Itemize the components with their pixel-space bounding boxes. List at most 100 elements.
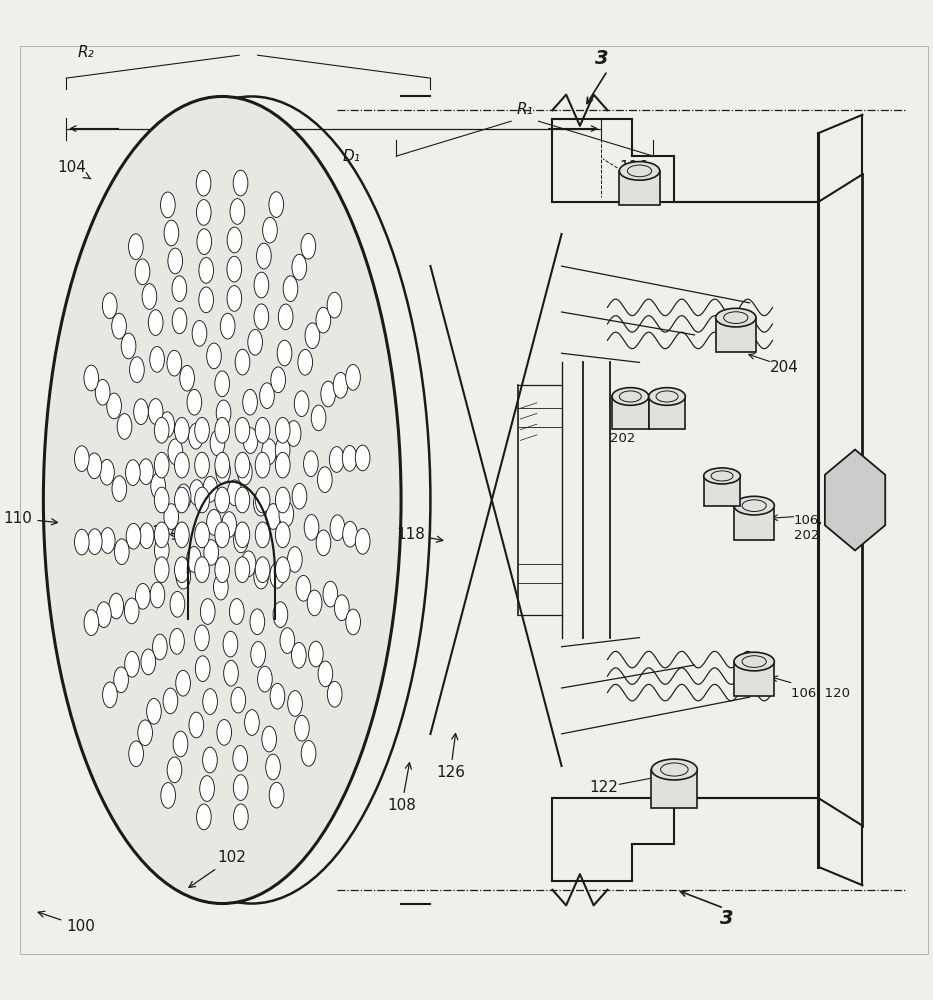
Ellipse shape: [100, 459, 115, 485]
Ellipse shape: [275, 417, 290, 443]
Text: 108: 108: [387, 763, 416, 813]
Ellipse shape: [262, 217, 277, 243]
Ellipse shape: [174, 731, 188, 757]
Ellipse shape: [355, 529, 370, 554]
Ellipse shape: [244, 710, 259, 735]
Text: 102: 102: [189, 850, 246, 887]
Ellipse shape: [195, 656, 210, 682]
Text: 106,
202: 106, 202: [794, 514, 823, 542]
Ellipse shape: [84, 610, 99, 635]
Text: 104: 104: [57, 160, 91, 179]
Ellipse shape: [256, 522, 270, 548]
Text: 126: 126: [436, 733, 465, 780]
Ellipse shape: [222, 512, 236, 537]
Ellipse shape: [195, 417, 209, 443]
Ellipse shape: [150, 347, 164, 372]
Text: 116: 116: [620, 160, 648, 175]
Ellipse shape: [250, 609, 265, 635]
Ellipse shape: [175, 670, 190, 696]
Ellipse shape: [270, 562, 285, 588]
Ellipse shape: [199, 258, 214, 283]
Ellipse shape: [309, 641, 323, 667]
Ellipse shape: [195, 452, 209, 478]
Ellipse shape: [88, 529, 102, 554]
Text: 106, 120: 106, 120: [791, 687, 850, 700]
Ellipse shape: [233, 170, 248, 196]
Ellipse shape: [355, 445, 370, 471]
Ellipse shape: [231, 687, 245, 713]
Ellipse shape: [220, 313, 235, 339]
Ellipse shape: [201, 599, 216, 624]
Ellipse shape: [216, 720, 231, 745]
Ellipse shape: [275, 487, 290, 513]
Ellipse shape: [346, 609, 360, 635]
Ellipse shape: [235, 349, 250, 375]
Ellipse shape: [233, 527, 248, 553]
Ellipse shape: [648, 388, 686, 405]
Ellipse shape: [75, 529, 90, 555]
Ellipse shape: [275, 522, 290, 548]
Ellipse shape: [304, 515, 319, 540]
Ellipse shape: [233, 804, 248, 830]
Ellipse shape: [215, 417, 230, 443]
Ellipse shape: [716, 308, 756, 327]
Bar: [734, 662, 774, 696]
Ellipse shape: [228, 480, 242, 506]
Ellipse shape: [275, 557, 290, 583]
Ellipse shape: [142, 284, 157, 309]
Ellipse shape: [269, 192, 284, 217]
Ellipse shape: [164, 220, 179, 246]
Ellipse shape: [278, 304, 293, 330]
Ellipse shape: [195, 557, 209, 583]
Text: R₂: R₂: [77, 45, 94, 60]
Ellipse shape: [189, 712, 203, 738]
Ellipse shape: [200, 776, 215, 801]
Ellipse shape: [330, 515, 345, 541]
Ellipse shape: [275, 437, 290, 463]
Ellipse shape: [334, 595, 349, 621]
Text: 100: 100: [38, 911, 95, 934]
Ellipse shape: [195, 487, 209, 513]
Ellipse shape: [342, 521, 357, 547]
Text: 122: 122: [589, 780, 618, 795]
Ellipse shape: [734, 496, 774, 515]
Text: D₁: D₁: [343, 149, 361, 164]
Ellipse shape: [151, 473, 165, 499]
Ellipse shape: [346, 365, 360, 390]
Ellipse shape: [294, 391, 309, 417]
Ellipse shape: [292, 254, 307, 280]
Ellipse shape: [164, 504, 178, 529]
Ellipse shape: [126, 460, 140, 485]
Ellipse shape: [734, 652, 774, 671]
Ellipse shape: [223, 631, 238, 657]
Ellipse shape: [256, 557, 270, 583]
Ellipse shape: [342, 446, 357, 471]
Ellipse shape: [266, 504, 281, 529]
Ellipse shape: [327, 681, 342, 707]
Ellipse shape: [154, 417, 169, 443]
Ellipse shape: [174, 417, 189, 443]
Ellipse shape: [180, 365, 194, 391]
Ellipse shape: [227, 286, 242, 311]
Bar: [648, 396, 686, 429]
Ellipse shape: [139, 459, 153, 485]
Ellipse shape: [251, 641, 266, 667]
Ellipse shape: [254, 304, 269, 330]
Ellipse shape: [230, 199, 244, 224]
Ellipse shape: [153, 634, 167, 660]
Ellipse shape: [141, 649, 156, 675]
Ellipse shape: [214, 574, 229, 600]
Text: 118: 118: [397, 527, 443, 542]
Ellipse shape: [150, 582, 165, 608]
Ellipse shape: [216, 458, 230, 484]
Ellipse shape: [329, 447, 344, 472]
Ellipse shape: [139, 523, 154, 549]
Ellipse shape: [296, 575, 311, 601]
Ellipse shape: [155, 537, 169, 563]
Ellipse shape: [167, 757, 182, 783]
Ellipse shape: [235, 452, 250, 478]
Ellipse shape: [254, 490, 268, 516]
Ellipse shape: [154, 557, 169, 583]
Ellipse shape: [280, 628, 295, 653]
Ellipse shape: [192, 321, 207, 346]
